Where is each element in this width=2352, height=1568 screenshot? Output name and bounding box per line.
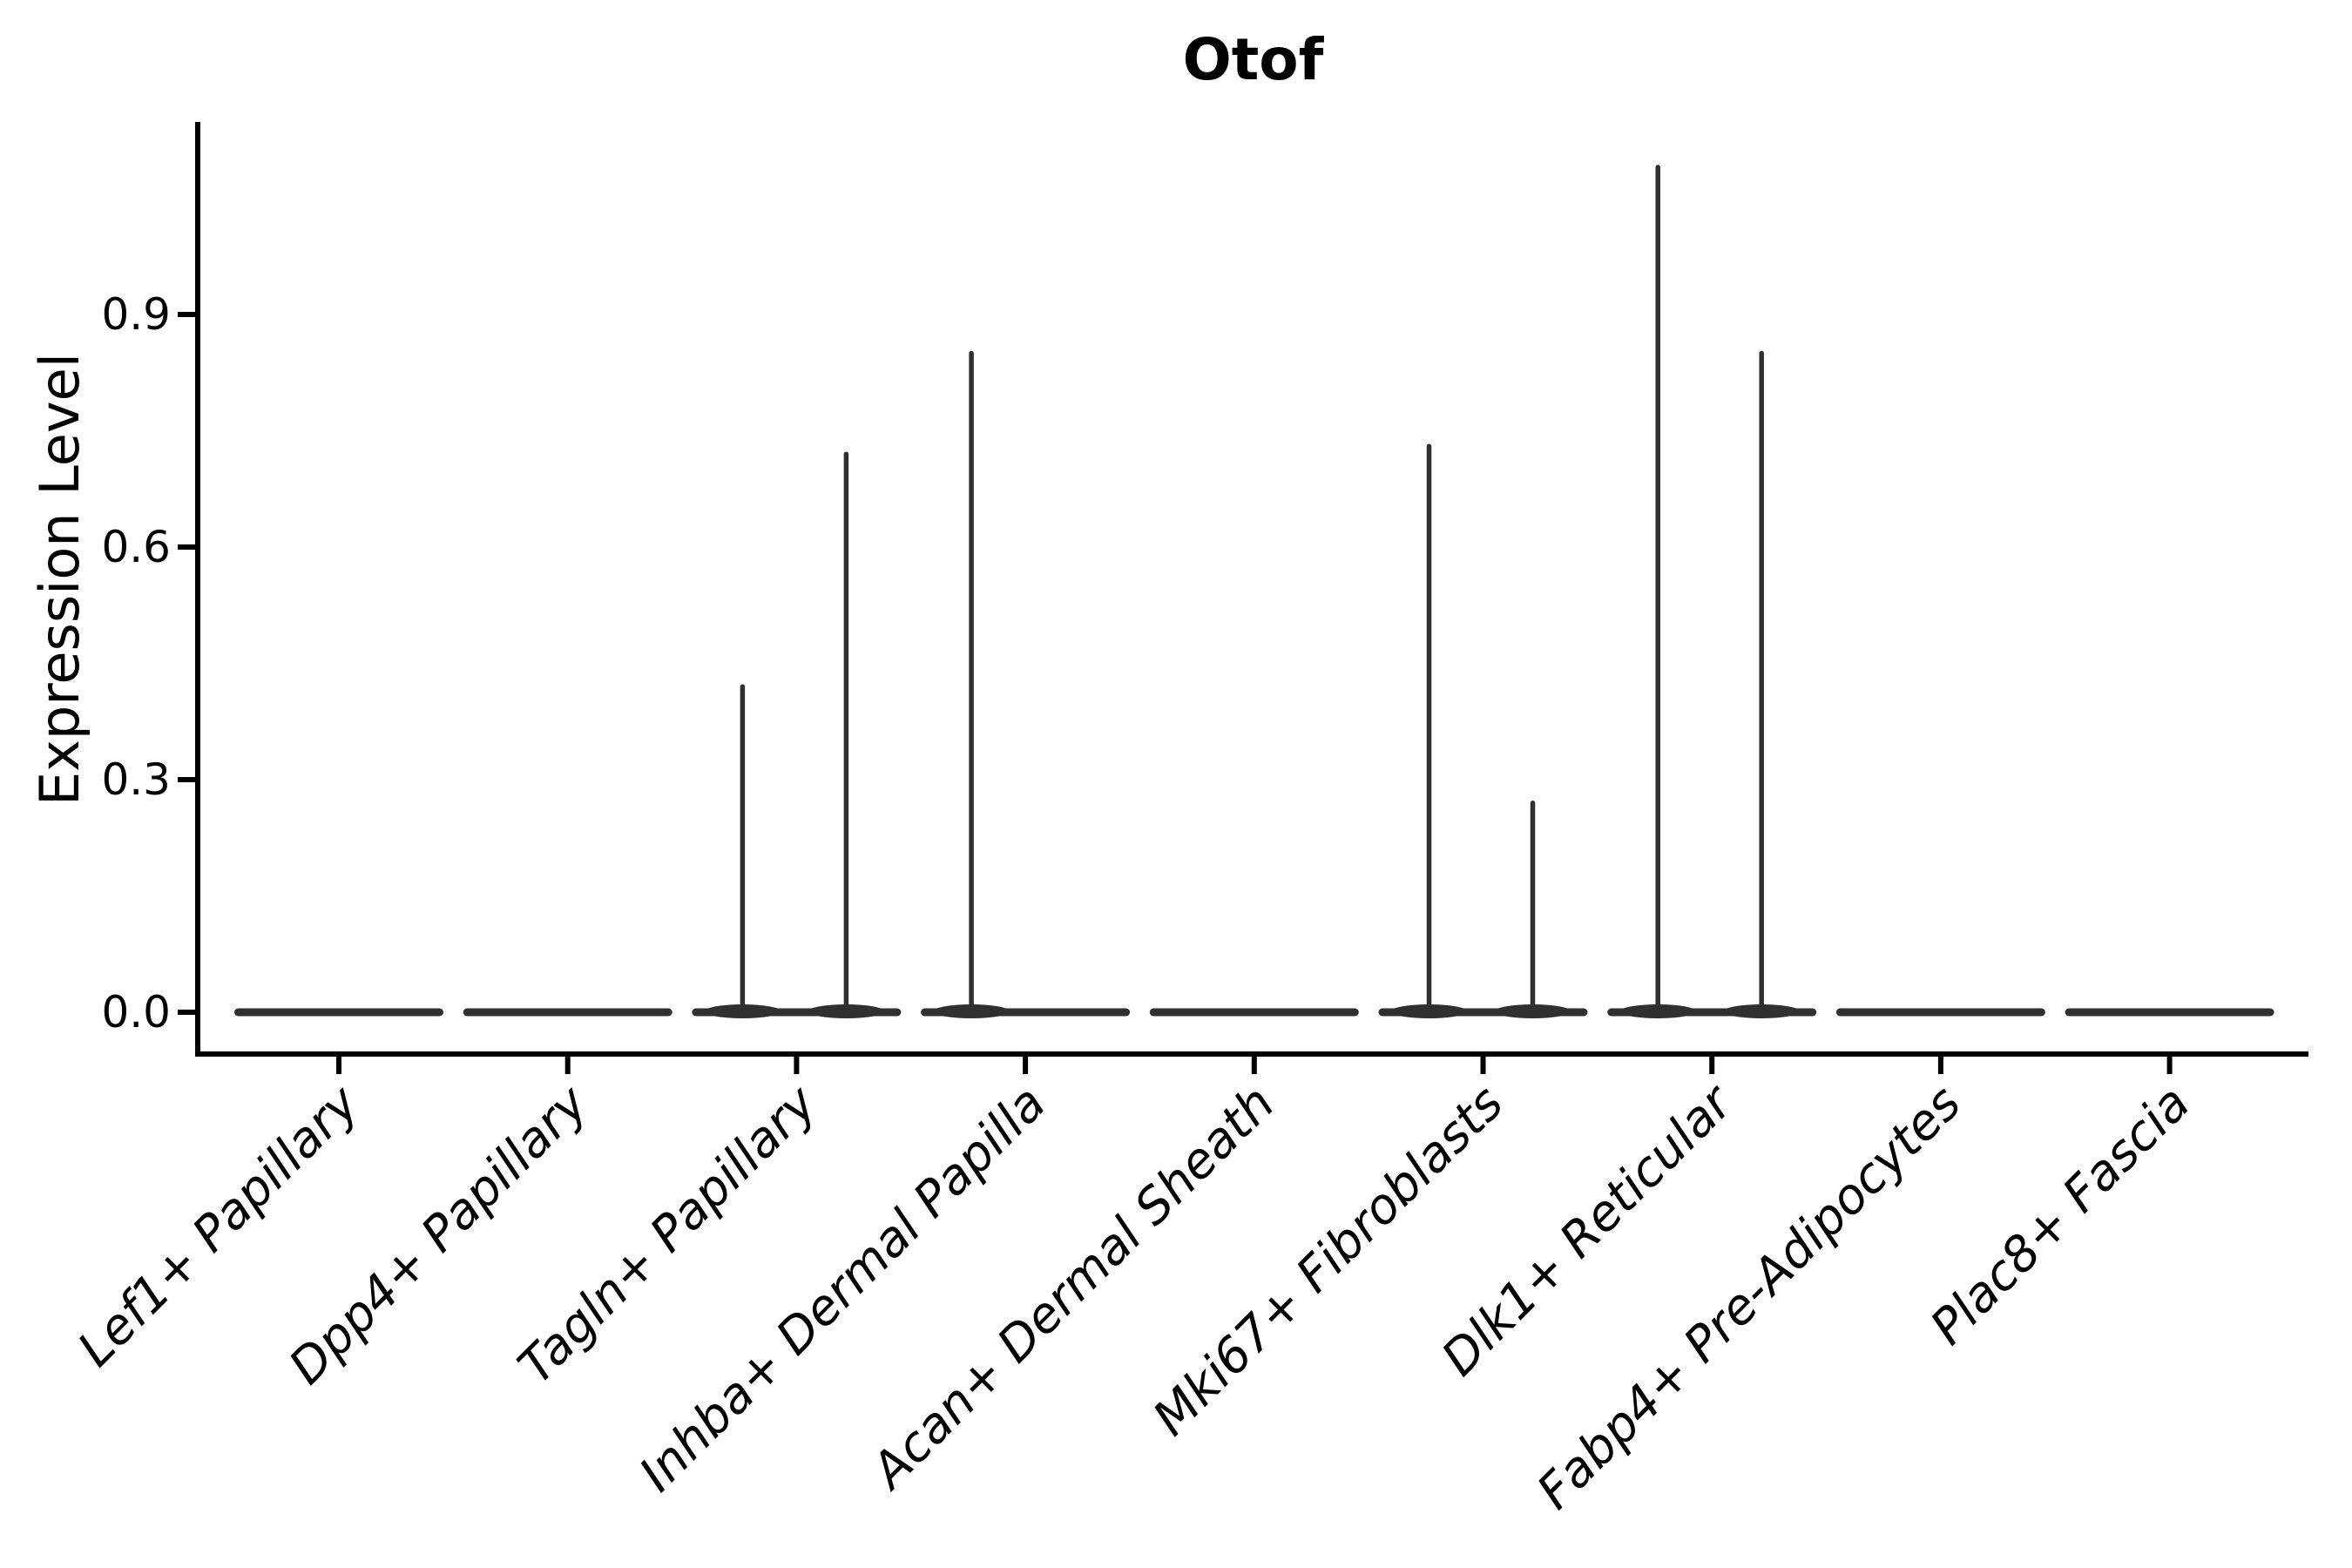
chart-title: Otof xyxy=(1182,26,1324,93)
x-tick-label: Fabp4+ Pre-Adipocytes xyxy=(1526,1075,1971,1520)
violin-body xyxy=(1835,1008,2045,1017)
violin-body xyxy=(1149,1008,1359,1017)
y-tick-label: 0.3 xyxy=(101,754,171,805)
x-tick-label: Inhba+ Dermal Papilla xyxy=(629,1075,1057,1503)
x-tick-label: Acan+ Dermal Sheath xyxy=(860,1075,1286,1501)
y-tick-label: 0.6 xyxy=(101,522,171,572)
violin-body xyxy=(234,1008,443,1017)
y-tick-label: 0.0 xyxy=(101,987,171,1037)
y-tick-label: 0.9 xyxy=(101,289,171,340)
violin-body xyxy=(463,1008,672,1017)
violin-body xyxy=(2065,1008,2274,1017)
